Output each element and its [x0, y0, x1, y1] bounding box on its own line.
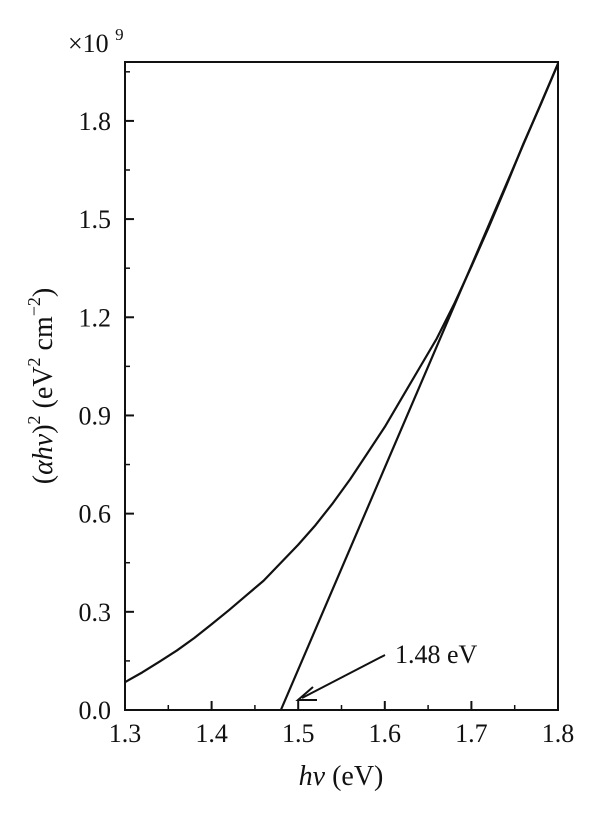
y-tick-label: 1.2: [79, 303, 112, 332]
x-tick-label: 1.3: [109, 719, 142, 748]
x-axis-title-unit: (eV): [325, 761, 383, 792]
y-title-exp: 2: [24, 415, 44, 424]
y-tick-label: 1.5: [79, 205, 112, 234]
y-tick-label: 0.0: [79, 696, 112, 725]
x-tick-label: 1.8: [542, 719, 575, 748]
annotation-label: 1.48 eV: [395, 640, 478, 669]
ticks: [124, 71, 559, 711]
series-layer: [124, 63, 560, 711]
annotation-arrow-head: [295, 686, 317, 701]
x-tick-label: 1.5: [282, 719, 315, 748]
tick-labels: 1.3 1.4 1.5 1.6 1.7 1.8 0.0 0.3 0.6 0.9 1.2 1.5 1.8: [79, 107, 575, 748]
x-tick-label: 1.4: [195, 719, 228, 748]
y-axis-title: (αhν)2 (eV2 cm−2): [24, 288, 59, 484]
x-axis-title: hν (eV): [299, 761, 384, 792]
y-title-unit-open: (eV: [28, 366, 59, 415]
y-title-unit-mid: cm: [28, 316, 59, 357]
y-multiplier-exp: 9: [115, 25, 124, 44]
x-tick-label: 1.7: [455, 719, 488, 748]
y-title-close: ): [28, 424, 59, 433]
y-multiplier: ×10 9: [68, 25, 124, 58]
y-tick-label: 0.3: [79, 598, 112, 627]
annotation-1-48: 1.48 eV: [295, 640, 478, 701]
x-tick-label: 1.6: [369, 719, 402, 748]
y-title-unit-exp1: 2: [24, 357, 44, 366]
y-title-alpha: α: [28, 459, 59, 475]
y-tick-label: 0.6: [79, 500, 112, 529]
y-tick-label: 1.8: [79, 107, 112, 136]
x-axis-title-main: hν: [299, 761, 326, 792]
y-title-unit-exp2: −2: [24, 297, 44, 316]
y-title-open: (: [28, 475, 59, 484]
plot-frame: [124, 61, 559, 711]
y-multiplier-base: ×10: [68, 29, 109, 58]
series-line-0: [124, 63, 560, 684]
y-title-unit-close: ): [28, 288, 59, 297]
series-line-1: [279, 63, 560, 711]
annotation-arrow-line: [301, 654, 386, 699]
y-tick-label: 0.9: [79, 401, 112, 430]
y-title-hv: hν: [28, 433, 59, 460]
